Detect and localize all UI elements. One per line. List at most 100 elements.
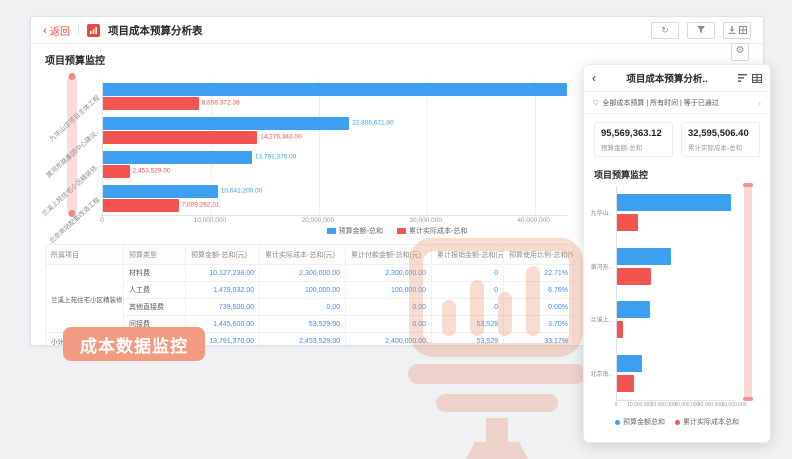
bar-0-0[interactable] — [103, 82, 567, 96]
kpi-label: 预算金额-总和 — [601, 145, 643, 152]
bar-row — [617, 267, 735, 285]
bar-3-0[interactable] — [617, 354, 643, 372]
chevron-right-icon: › — [758, 97, 761, 108]
legend-label: 累计实际成本-总和 — [409, 228, 468, 235]
bar-row: 10,641,200.00 — [103, 184, 567, 198]
bar-row — [103, 82, 567, 96]
kpi-actual-total[interactable]: 32,595,506.40 累计实际成本-总和 — [681, 122, 760, 157]
bar-0-0[interactable] — [617, 194, 732, 212]
scrollbar-handle-top[interactable] — [743, 183, 753, 187]
kpi-budget-total[interactable]: 95,569,363.12 预算金额-总和 — [594, 122, 673, 157]
bar-value-label: 7,009,262.01 — [181, 201, 220, 209]
table-cell: 53,529.00 — [259, 315, 346, 333]
download-icon — [728, 26, 735, 34]
table-cell: 53,529 — [431, 332, 504, 345]
back-button[interactable]: ‹ 返回 — [43, 23, 70, 38]
scrollbar-handle-top[interactable] — [68, 73, 76, 80]
column-header: 累计实际成本-总和(元) — [259, 244, 346, 265]
bar-2-0[interactable] — [103, 150, 252, 164]
column-header: 所属项目 — [45, 244, 124, 265]
bar-2-1[interactable] — [103, 164, 130, 178]
bar-3-1[interactable] — [617, 374, 634, 392]
bar-row: 14,276,343.00 — [103, 130, 567, 144]
gridline — [210, 79, 212, 215]
mobile-header: ‹ 项目成本预算分析.. — [584, 65, 770, 92]
card-settings-button[interactable]: ⚙ — [731, 43, 749, 61]
column-header: 预算类型 — [123, 244, 186, 265]
bar-row: 7,009,262.01 — [103, 198, 567, 212]
bar-value-label: 13,791,370.00 — [254, 153, 297, 161]
legend-item[interactable]: 预算金额总和 — [615, 417, 665, 427]
bar-row — [617, 321, 735, 339]
column-header: 累计付款金额-总和(元) — [345, 244, 432, 265]
table-cell: 2,400,000.00 — [345, 332, 432, 345]
grid-table-icon — [752, 73, 762, 83]
x-tick-label: 0 — [614, 402, 618, 408]
bar-row — [617, 354, 735, 372]
mobile-chart-scrollbar[interactable] — [743, 183, 753, 401]
report-app-icon — [87, 23, 100, 37]
bar-3-1[interactable] — [103, 198, 179, 212]
x-tick-label: 10,000,000 — [627, 402, 653, 408]
legend-swatch — [397, 228, 406, 234]
kpi-value: 95,569,363.12 — [601, 128, 662, 139]
bar-stack: 13,791,370.00 2,453,529.00 — [103, 147, 567, 181]
mobile-back-button[interactable]: ‹ — [592, 71, 596, 85]
bar-3-0[interactable] — [103, 184, 218, 198]
chart-plot: 九华山庄项目主体工程 8,856,372.38 黄河东路集团中心建设.. 22,806… — [41, 79, 567, 245]
mobile-filter-bar[interactable]: ▽ 全部成本预算 | 所有时间 | 等于已通过 › — [584, 92, 770, 114]
bar-1-0[interactable] — [103, 116, 350, 130]
bar-stack — [617, 240, 735, 294]
bar-1-0[interactable] — [617, 247, 671, 265]
legend-item[interactable]: 预算金额-总和 — [326, 226, 383, 236]
table-row: 兰溪上苑住宅小区精装修第...材料费10,127,238.002,300,000… — [45, 264, 574, 333]
bar-0-1[interactable] — [103, 96, 199, 110]
refresh-button[interactable]: ↻ — [651, 21, 679, 39]
legend-swatch — [615, 419, 620, 425]
bar-2-0[interactable] — [617, 301, 650, 319]
bar-2-1[interactable] — [617, 321, 623, 339]
bar-stack — [617, 186, 735, 240]
bar-value-label: 8,856,372.38 — [201, 99, 240, 107]
legend-item[interactable]: 累计实际成本总和 — [675, 417, 739, 427]
table-cell: 其他直接费 — [123, 298, 186, 316]
category-label: 九华山.. — [590, 211, 612, 218]
scrollbar-handle-bottom[interactable] — [743, 397, 753, 401]
bar-row: 13,791,370.00 — [103, 150, 567, 164]
column-header: 预算金额-总和(元) — [185, 244, 260, 265]
filter-summary-text: 全部成本预算 | 所有时间 | 等于已通过 — [602, 99, 719, 107]
table-view-button[interactable] — [752, 73, 762, 83]
legend-label: 预算金额总和 — [623, 419, 665, 426]
bar-0-1[interactable] — [617, 214, 638, 232]
table-cell: 2,453,529.00 — [259, 332, 346, 345]
table-cell: 0 — [431, 298, 504, 316]
filter-button[interactable] — [687, 21, 715, 39]
column-header: 预算使用比例-总和(%) — [503, 244, 574, 265]
table-cell: 0.00% — [503, 298, 574, 316]
bar-group: 九华山庄项目主体工程 8,856,372.38 — [48, 79, 567, 143]
legend-item[interactable]: 累计实际成本-总和 — [397, 226, 467, 236]
scrollbar-handle-bottom[interactable] — [68, 210, 76, 217]
bar-group: 北京南站配套改造工程 10,641,200.00 7,009,262.01 — [48, 181, 567, 245]
bar-1-1[interactable] — [103, 130, 258, 144]
table-cell: 739,500.00 — [185, 298, 260, 316]
refresh-icon: ↻ — [661, 24, 669, 35]
bar-1-1[interactable] — [617, 267, 651, 285]
bar-row: 22,806,621.80 — [103, 116, 567, 130]
legend-swatch — [675, 419, 680, 425]
budget-bar-chart: 九华山庄项目主体工程 8,856,372.38 黄河东路集团中心建设.. 22,806… — [39, 73, 755, 245]
kpi-value: 32,595,506.40 — [688, 128, 749, 139]
back-label: 返回 — [50, 26, 70, 38]
table-cell: 材料费 — [123, 264, 186, 282]
table-cell: 100,000.00 — [259, 281, 346, 299]
bar-row: 8,856,372.38 — [103, 96, 567, 110]
window-topbar: ‹ 返回 项目成本预算分析表 ↻ — [31, 17, 763, 44]
bar-stack: 8,856,372.38 — [103, 79, 567, 113]
chart-scrollbar-vertical[interactable] — [67, 73, 77, 217]
sort-button[interactable] — [738, 74, 748, 82]
bar-value-label: 2,453,529.00 — [132, 167, 171, 175]
bar-group: 黄河东.. — [591, 240, 735, 294]
bar-row: 2,453,529.00 — [103, 164, 567, 178]
x-tick-label: 30,000,000 — [674, 402, 700, 408]
export-button[interactable] — [723, 21, 751, 39]
